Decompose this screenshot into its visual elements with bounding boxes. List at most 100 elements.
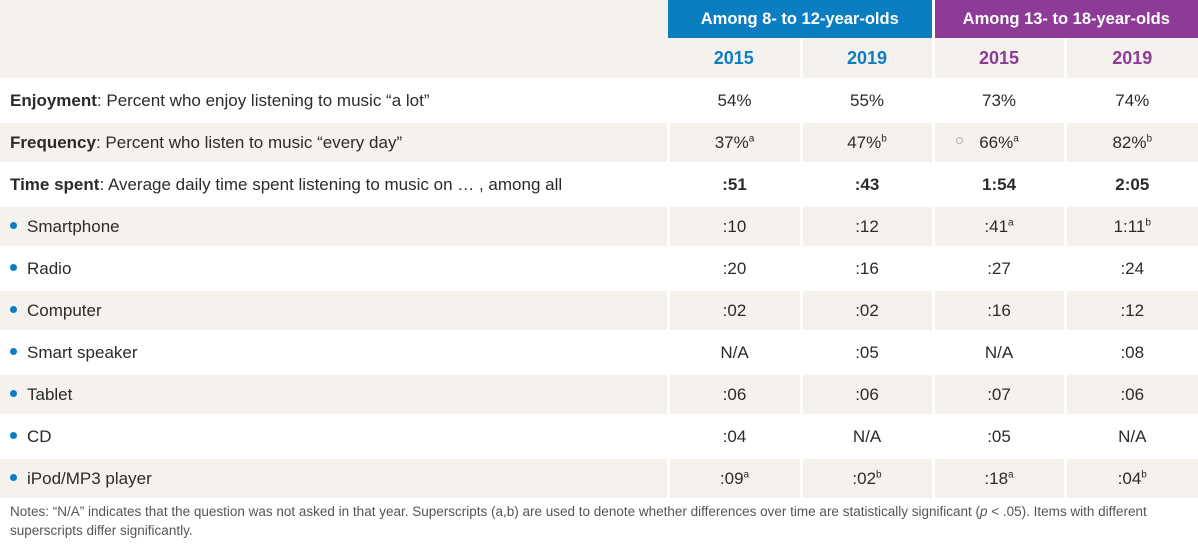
value-text: :04 xyxy=(1117,468,1142,488)
table-row: Smart speaker N/A :05 N/A :08 xyxy=(0,330,1198,374)
year-header-young-2019: 2019 xyxy=(799,38,934,80)
table-row: CD:04 N/A:05 N/A xyxy=(0,414,1198,458)
value-text: :18 xyxy=(984,468,1009,488)
value-cell: :06 xyxy=(666,372,801,416)
value-cell: :02 xyxy=(666,288,801,332)
row-label-bold: Enjoyment xyxy=(10,90,97,110)
notes-text-1: Notes: “N/A” indicates that the question… xyxy=(10,504,980,519)
value-text: :06 xyxy=(722,384,747,404)
value-cell: :20 xyxy=(666,246,801,290)
value-text: :07 xyxy=(987,384,1011,404)
notes-text-2: < .05). Items with different superscript… xyxy=(10,504,1147,538)
value-text: :02 xyxy=(722,300,747,320)
value-text: N/A xyxy=(720,342,749,362)
value-text: 74% xyxy=(1115,90,1150,110)
value-text: :43 xyxy=(854,174,880,194)
row-label: Enjoyment: Percent who enjoy listening t… xyxy=(0,78,668,122)
row-label-description: : Percent who listen to music “every day… xyxy=(95,132,403,152)
table-row: Time spent: Average daily time spent lis… xyxy=(0,162,1198,206)
value-text: 73% xyxy=(982,90,1017,110)
value-text: :16 xyxy=(987,300,1011,320)
bullet-icon xyxy=(10,389,17,397)
table-row: Enjoyment: Percent who enjoy listening t… xyxy=(0,78,1198,122)
device-label: CD xyxy=(27,426,52,446)
value-text: 66% xyxy=(979,132,1014,152)
row-label: iPod/MP3 player xyxy=(0,456,668,498)
value-text: :02 xyxy=(855,300,879,320)
value-cell: 1:54 xyxy=(931,162,1066,206)
significance-superscript: a xyxy=(743,468,750,480)
value-cell: 54% xyxy=(666,78,801,122)
significance-superscript: b xyxy=(1146,132,1153,144)
device-label: Smart speaker xyxy=(27,342,138,362)
stray-dot-mark xyxy=(956,137,963,144)
value-text: :06 xyxy=(855,384,879,404)
value-cell: :12 xyxy=(799,204,934,248)
value-text: 1:54 xyxy=(982,174,1017,194)
value-cell: :43 xyxy=(799,162,934,206)
value-cell: :04b xyxy=(1063,456,1198,498)
value-cell: :12 xyxy=(1063,288,1198,332)
value-text: :27 xyxy=(987,258,1011,278)
value-cell: 66%a xyxy=(931,120,1066,164)
value-text: 54% xyxy=(717,90,752,110)
value-text: :12 xyxy=(855,216,879,236)
table-row: Radio:20:16:27:24 xyxy=(0,246,1198,290)
table-row: iPod/MP3 player:09a:02b:18a:04b xyxy=(0,456,1198,498)
value-text: :20 xyxy=(722,258,747,278)
value-text: :51 xyxy=(722,174,747,194)
year-empty-cell xyxy=(0,38,668,80)
bullet-icon xyxy=(10,347,17,355)
value-cell: :05 xyxy=(931,414,1066,458)
value-cell: :08 xyxy=(1063,330,1198,374)
value-text: 1:11 xyxy=(1113,216,1146,236)
row-label: Radio xyxy=(0,246,668,290)
bullet-icon xyxy=(10,263,17,271)
row-label: Time spent: Average daily time spent lis… xyxy=(0,162,668,206)
value-text: 55% xyxy=(849,90,885,110)
device-label: Smartphone xyxy=(27,216,120,236)
row-label-description: : Percent who enjoy listening to music “… xyxy=(96,90,430,110)
value-text: N/A xyxy=(984,342,1014,362)
table-notes: Notes: “N/A” indicates that the question… xyxy=(10,502,1180,540)
value-cell: :18a xyxy=(931,456,1066,498)
value-cell: 73% xyxy=(931,78,1066,122)
bullet-icon xyxy=(10,473,17,481)
table-row: Smartphone :10 :12 :41a 1:11b xyxy=(0,204,1198,248)
value-text: :02 xyxy=(852,468,877,488)
value-text: :24 xyxy=(1120,258,1145,278)
value-cell: :27 xyxy=(931,246,1066,290)
value-text: 37% xyxy=(714,132,749,152)
significance-superscript: b xyxy=(881,132,887,144)
value-cell: :51 xyxy=(666,162,801,206)
value-text: :09 xyxy=(719,468,744,488)
device-label: Computer xyxy=(27,300,102,320)
value-text: :41 xyxy=(984,216,1009,236)
row-label-bold: Frequency xyxy=(10,132,96,152)
table-row: Tablet :06 :06 :07 :06 xyxy=(0,372,1198,416)
value-cell: 55% xyxy=(799,78,934,122)
value-text: :04 xyxy=(722,426,747,446)
value-text: :06 xyxy=(1120,384,1145,404)
value-text: :10 xyxy=(722,216,747,236)
year-header-teen-2019: 2019 xyxy=(1063,38,1198,80)
year-header-young-2015: 2015 xyxy=(668,38,801,80)
table-row: Computer :02 :02 :16 :12 xyxy=(0,288,1198,332)
row-label: CD xyxy=(0,414,668,458)
value-cell: 74% xyxy=(1063,78,1198,122)
value-text: 82% xyxy=(1112,132,1147,152)
value-text: :08 xyxy=(1120,342,1145,362)
value-cell: 1:11b xyxy=(1063,204,1198,248)
row-label: Tablet xyxy=(0,372,668,416)
device-label: Tablet xyxy=(27,384,73,404)
row-label: Smartphone xyxy=(0,204,668,248)
value-cell: :04 xyxy=(666,414,801,458)
value-cell: N/A xyxy=(666,330,801,374)
group-header-teen: Among 13- to 18-year-olds xyxy=(933,0,1198,38)
significance-superscript: a xyxy=(1013,132,1019,144)
row-label: Smart speaker xyxy=(0,330,668,374)
value-text: :05 xyxy=(987,426,1011,446)
significance-superscript: a xyxy=(1008,216,1014,228)
value-cell: :06 xyxy=(1063,372,1198,416)
value-text: :05 xyxy=(855,342,879,362)
